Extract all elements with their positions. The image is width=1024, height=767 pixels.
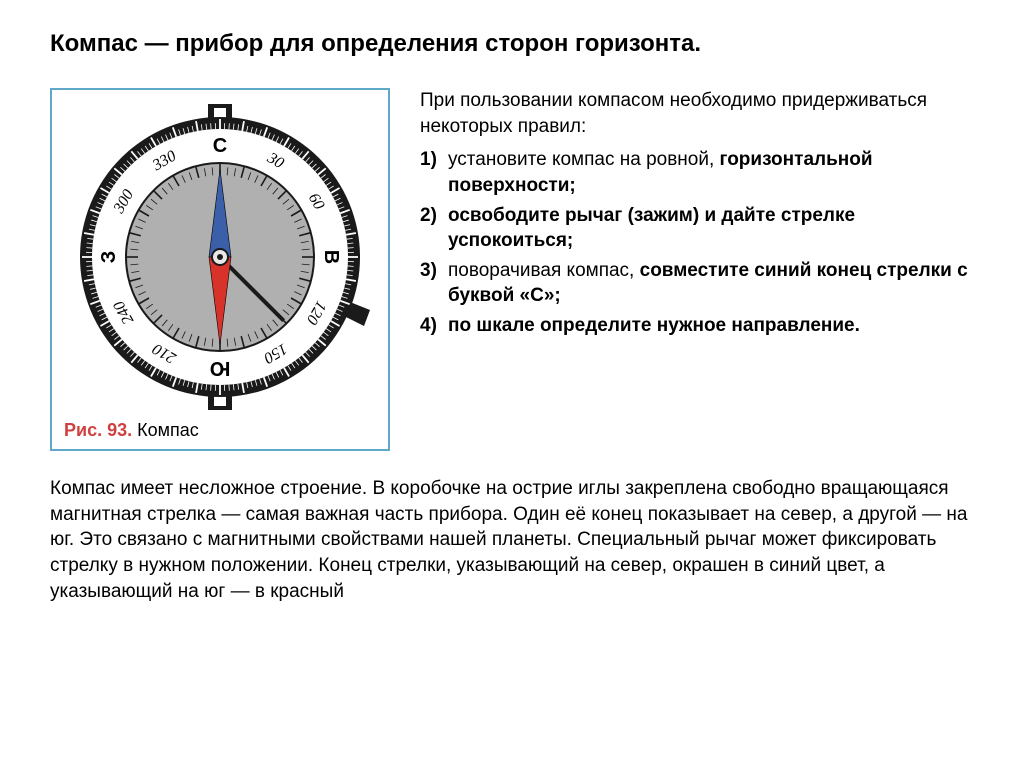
svg-text:В: В [320, 250, 342, 264]
rule-item: 4) по шкале определите нужное направлени… [448, 313, 974, 339]
top-section: 3060120150210240300330СВЮЗ Рис. 93. Комп… [50, 88, 974, 451]
rule-item: 1) установите компас на ровной, горизонт… [448, 147, 974, 198]
rules-list: 1) установите компас на ровной, горизонт… [420, 147, 974, 338]
description-paragraph: Компас имеет несложное строение. В короб… [50, 476, 974, 604]
svg-text:Ю: Ю [210, 357, 231, 379]
rule-item: 2) освободите рычаг (зажим) и дайте стре… [448, 203, 974, 254]
rule-item: 3) поворачивая компас, совместите синий … [448, 258, 974, 309]
compass-illustration: 3060120150210240300330СВЮЗ [65, 102, 375, 412]
svg-text:С: С [213, 135, 227, 157]
rules-intro: При пользовании компасом необходимо прид… [420, 88, 974, 139]
rules-block: При пользовании компасом необходимо прид… [420, 88, 974, 451]
figure-caption: Рис. 93. Компас [64, 420, 376, 441]
svg-text:З: З [98, 251, 120, 264]
page-title: Компас — прибор для определения сторон г… [50, 30, 974, 58]
compass-figure-box: 3060120150210240300330СВЮЗ Рис. 93. Комп… [50, 88, 390, 451]
figure-number: Рис. 93. [64, 420, 132, 440]
